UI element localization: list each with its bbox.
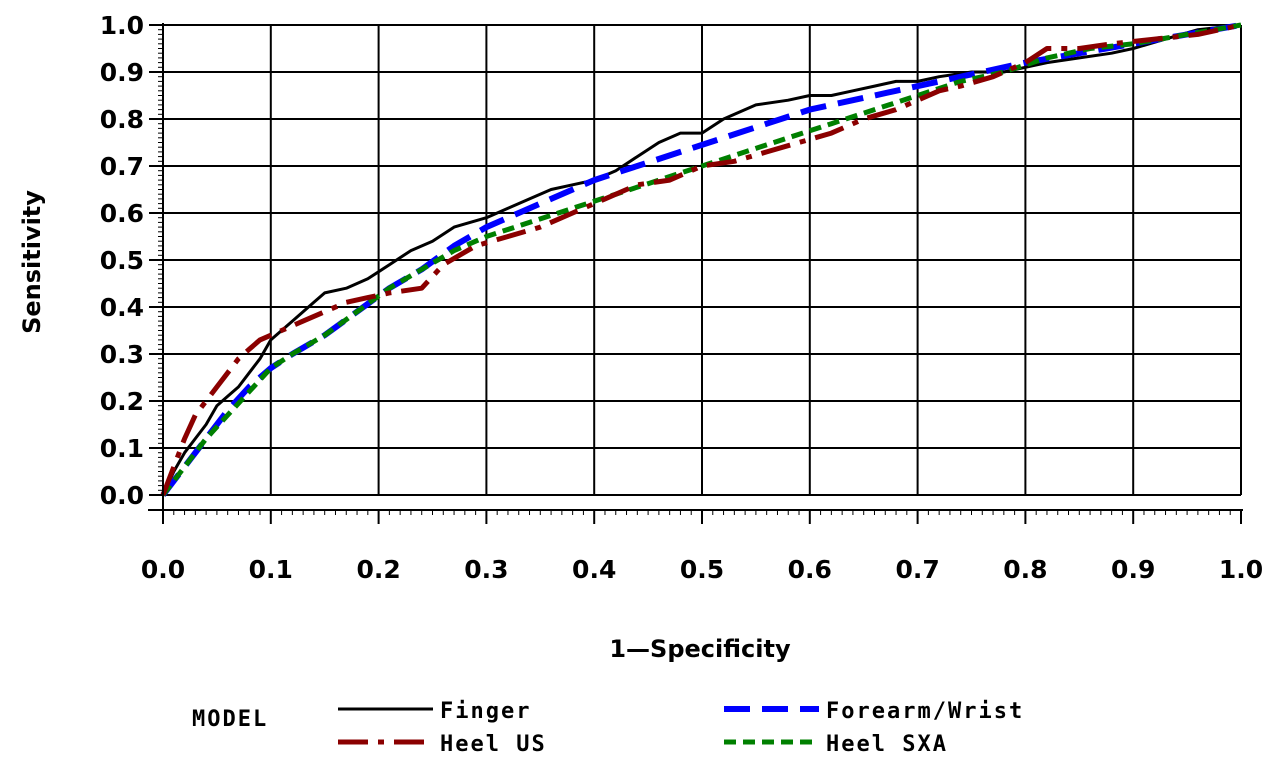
legend-label: Forearm/Wrist	[826, 699, 1024, 724]
y-tick-label: 0.5	[100, 246, 144, 275]
x-tick-label: 0.0	[141, 555, 185, 584]
x-tick-label: 0.9	[1111, 555, 1155, 584]
legend-title: MODEL	[192, 707, 268, 732]
x-tick-label: 0.4	[572, 555, 616, 584]
x-tick-label: 0.6	[788, 555, 832, 584]
legend-label: Heel SXA	[826, 732, 948, 757]
y-tick-label: 0.4	[100, 293, 144, 322]
series-line-heel-us	[160, 22, 1242, 496]
axes	[148, 23, 1243, 524]
y-tick-label: 0.1	[100, 434, 144, 463]
x-tick-labels: 0.0 0.1 0.2 0.3 0.4 0.5 0.6 0.7 0.8 0.9 1.0	[141, 555, 1263, 584]
legend-label: Heel US	[440, 732, 547, 757]
legend-label: Finger	[440, 699, 531, 724]
x-tick-label: 0.7	[895, 555, 939, 584]
series-lines	[160, 22, 1242, 497]
y-tick-label: 0.3	[100, 340, 144, 369]
x-tick-label: 0.8	[1003, 555, 1047, 584]
x-tick-label: 1.0	[1219, 555, 1263, 584]
x-tick-label: 0.1	[249, 555, 293, 584]
y-tick-labels: 0.0 0.1 0.2 0.3 0.4 0.5 0.6 0.7 0.8 0.9 1.0	[100, 11, 144, 510]
y-tick-label: 0.2	[100, 387, 144, 416]
y-tick-label: 0.0	[100, 481, 144, 510]
y-tick-label: 0.6	[100, 199, 144, 228]
x-tick-label: 0.3	[464, 555, 508, 584]
x-axis-title: 1—Specificity	[609, 635, 791, 663]
y-axis-title: Sensitivity	[18, 190, 46, 334]
legend: MODEL Finger Forearm/Wrist Heel US Heel SXA	[192, 699, 1024, 757]
y-tick-label: 0.7	[100, 152, 144, 181]
x-tick-label: 0.2	[356, 555, 400, 584]
grid	[162, 24, 1242, 496]
y-tick-label: 0.9	[100, 58, 144, 87]
x-tick-label: 0.5	[680, 555, 724, 584]
series-line-heel-sxa	[161, 22, 1242, 497]
y-tick-label: 1.0	[100, 11, 144, 40]
y-tick-label: 0.8	[100, 105, 144, 134]
